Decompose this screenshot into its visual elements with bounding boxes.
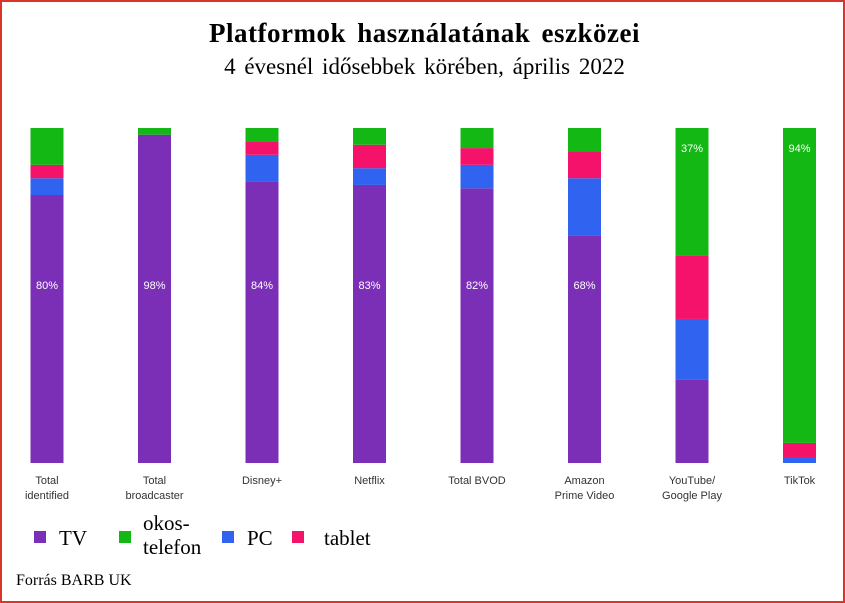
bar-segment-okos-telefon (783, 128, 816, 443)
category-label: TikTok (784, 475, 816, 487)
bar-segment-tv (138, 134, 171, 463)
bar-data-label: 83% (358, 280, 380, 292)
bar-segment-okos-telefon (568, 128, 601, 152)
category-label: Total BVOD (448, 475, 506, 487)
category-label: Amazon Prime Video (555, 475, 615, 502)
bar-segment-okos-telefon (675, 128, 709, 256)
bar-segment-okos-telefon (30, 128, 64, 165)
bar-segment-okos-telefon (138, 128, 171, 135)
chart-title: Platformok használatának eszközei (209, 18, 640, 48)
bar-segment-tablet (245, 141, 279, 155)
source-note: Forrás BARB UK (16, 572, 132, 589)
legend-label: PC (247, 526, 273, 550)
legend-label: tablet (324, 526, 371, 550)
bar-segment-tablet (675, 255, 709, 319)
bar-segment-tablet (568, 151, 601, 179)
category-label: Netflix (354, 475, 385, 487)
bars-group: 80% 98% 84% 83% 82% 68% 37% 94% (30, 128, 816, 464)
bar-segment-pc (245, 154, 279, 182)
category-labels: Total identified Total broadcaster Disney+ Ne… (25, 475, 816, 502)
bar-segment-okos-telefon (245, 128, 279, 142)
legend-swatch (34, 531, 46, 543)
bar-segment-tablet (30, 164, 64, 179)
bar-data-label: 84% (251, 280, 273, 292)
bar-segment-pc (30, 178, 64, 195)
bar-data-label: 37% (681, 143, 703, 155)
category-label: Total broadcaster (125, 475, 183, 502)
bar-segment-okos-telefon (460, 128, 494, 149)
legend-swatch (292, 531, 304, 543)
bar-segment-pc (460, 164, 494, 189)
bar-segment-tv (460, 188, 494, 464)
legend-label: okos-telefon (143, 511, 202, 559)
bar-segment-pc (783, 457, 816, 463)
bar-segment-tv (30, 195, 64, 463)
bar-data-label: 68% (573, 280, 595, 292)
bar-data-label: 82% (466, 280, 488, 292)
bar-segment-tablet (783, 442, 816, 458)
bar-segment-tablet (353, 144, 386, 169)
category-label: Disney+ (242, 475, 282, 487)
bar-segment-pc (675, 318, 709, 380)
legend: TV okos-telefon PC tablet (34, 511, 371, 559)
bar-segment-tablet (460, 148, 494, 165)
bar-segment-tv (675, 379, 709, 463)
bar-segment-tv (353, 184, 386, 463)
bar-segment-pc (568, 178, 601, 236)
legend-swatch (222, 531, 234, 543)
bar-segment-pc (353, 168, 386, 185)
bar-data-label: 80% (36, 280, 58, 292)
bar-segment-okos-telefon (353, 128, 386, 145)
bar-data-label: 98% (143, 280, 165, 292)
chart-subtitle: 4 évesnél idősebbek körében, április 202… (224, 54, 625, 79)
category-label: YouTube/Google Play (662, 475, 722, 502)
bar-segment-tv (245, 181, 279, 463)
legend-swatch (119, 531, 131, 543)
bar-data-label: 94% (788, 143, 810, 155)
bar-segment-tv (568, 235, 601, 463)
category-label: Total identified (25, 475, 69, 502)
legend-label: TV (59, 526, 87, 550)
